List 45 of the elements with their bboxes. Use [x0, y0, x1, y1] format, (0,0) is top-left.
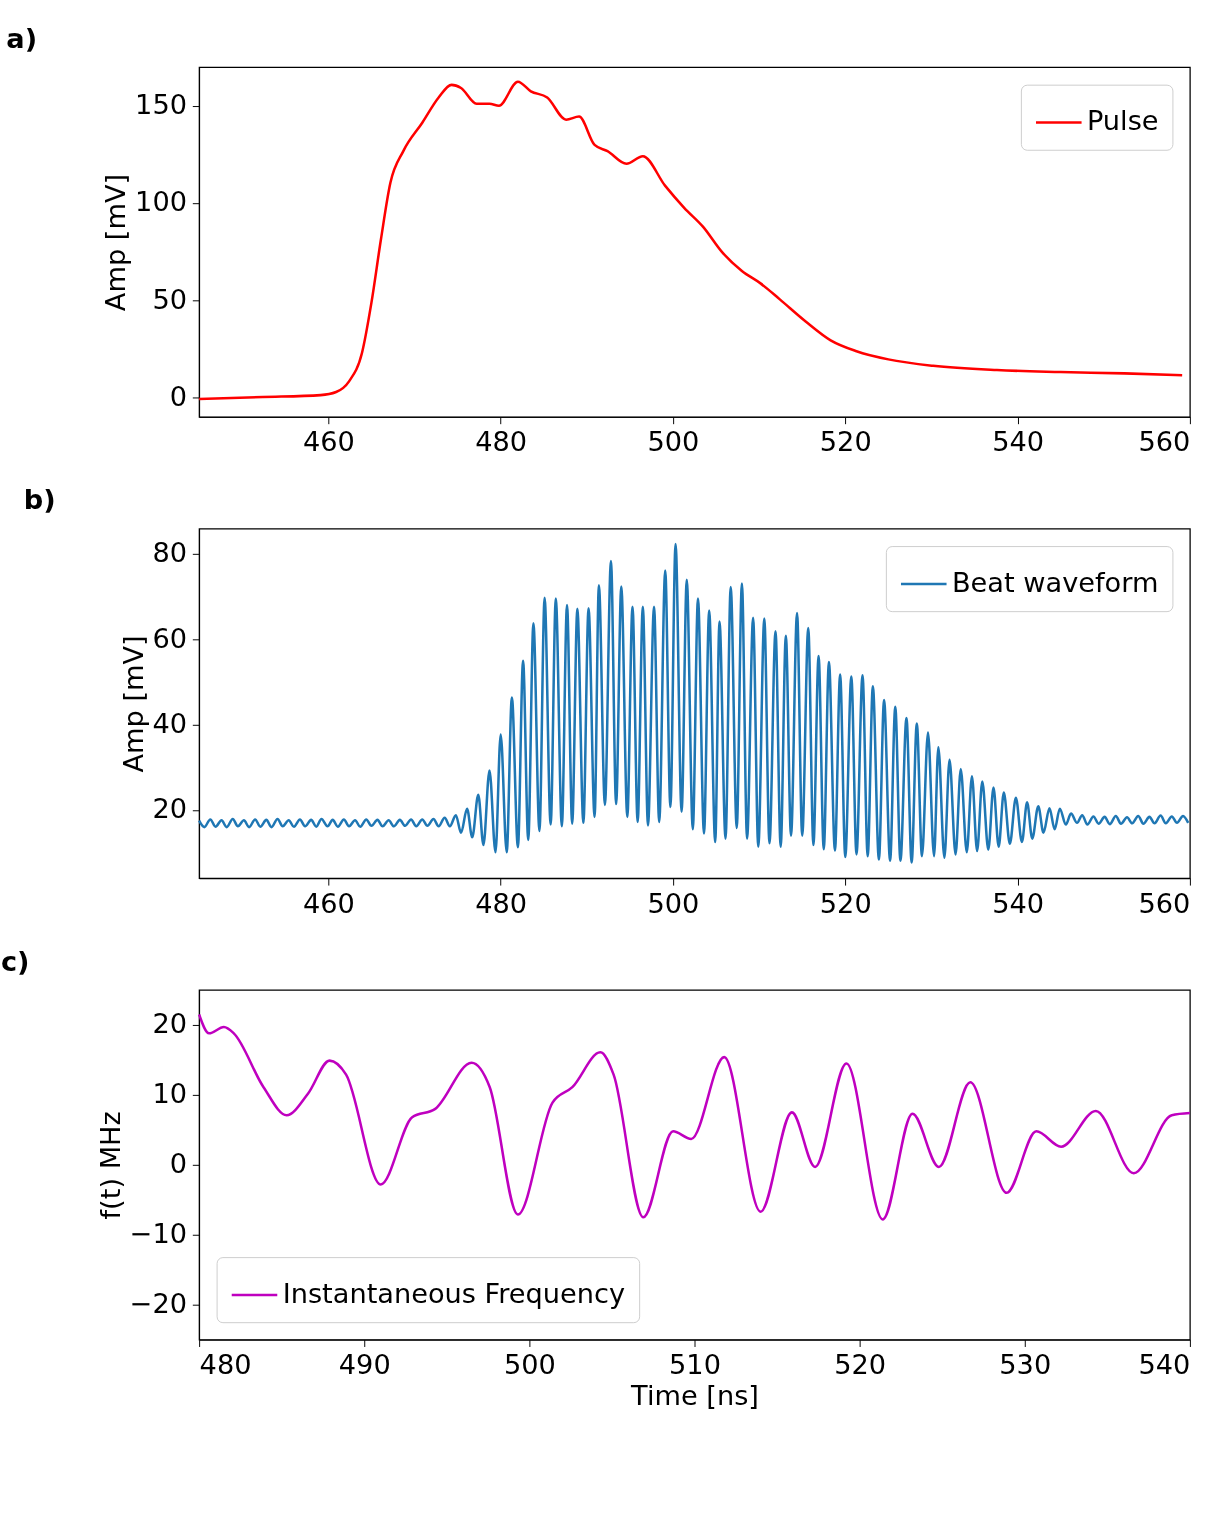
y-tick-label: −20	[129, 1287, 187, 1319]
y-tick-label: 60	[152, 622, 187, 654]
x-tick-label: 520	[834, 1349, 887, 1381]
x-tick-label: 540	[992, 887, 1045, 919]
chart-title: b)	[23, 484, 56, 516]
y-tick-label: 150	[135, 89, 187, 121]
x-tick-label: 480	[475, 426, 528, 458]
y-tick-label: 20	[152, 1008, 187, 1040]
legend-label: Beat waveform	[951, 566, 1159, 598]
legend-label: Pulse	[1086, 105, 1159, 137]
chart-title: a)	[6, 22, 38, 54]
x-tick-label: 460	[302, 887, 355, 919]
x-tick-label: 520	[819, 887, 872, 919]
x-tick-label: 490	[338, 1349, 391, 1381]
x-tick-label: 500	[647, 887, 700, 919]
x-tick-label: 500	[503, 1349, 556, 1381]
y-tick-label: 40	[152, 708, 187, 740]
x-tick-label: 540	[1138, 1349, 1191, 1381]
y-tick-label: 50	[152, 283, 187, 315]
x-tick-label: 560	[1138, 426, 1191, 458]
y-axis-title: Amp [mV]	[100, 173, 132, 312]
x-tick-label: 480	[475, 887, 528, 919]
legend-label: Instantaneous Frequency	[282, 1277, 626, 1309]
line-series	[197, 1013, 1192, 1221]
x-tick-label: 480	[199, 1349, 252, 1381]
line-series	[197, 542, 1190, 864]
line-series	[197, 80, 1184, 401]
y-tick-label: 80	[152, 537, 187, 569]
y-tick-label: 0	[169, 380, 187, 412]
chart-title: c)	[0, 945, 30, 977]
x-tick-label: 460	[302, 426, 355, 458]
x-tick-label: 530	[999, 1349, 1052, 1381]
x-tick-label: 510	[669, 1349, 721, 1381]
y-tick-label: 100	[135, 186, 187, 218]
y-axis-title: Amp [mV]	[117, 635, 149, 773]
y-axis-title: f(t) MHz	[94, 1111, 126, 1220]
x-tick-label: 560	[1138, 887, 1191, 919]
x-tick-label: 520	[819, 426, 872, 458]
x-tick-label: 540	[992, 426, 1045, 458]
y-tick-label: −10	[129, 1218, 187, 1250]
x-tick-label: 500	[647, 426, 700, 458]
x-axis-title: Time [ns]	[630, 1380, 759, 1412]
y-tick-label: 20	[152, 793, 187, 825]
y-tick-label: 10	[152, 1078, 187, 1110]
y-tick-label: 0	[169, 1148, 187, 1180]
